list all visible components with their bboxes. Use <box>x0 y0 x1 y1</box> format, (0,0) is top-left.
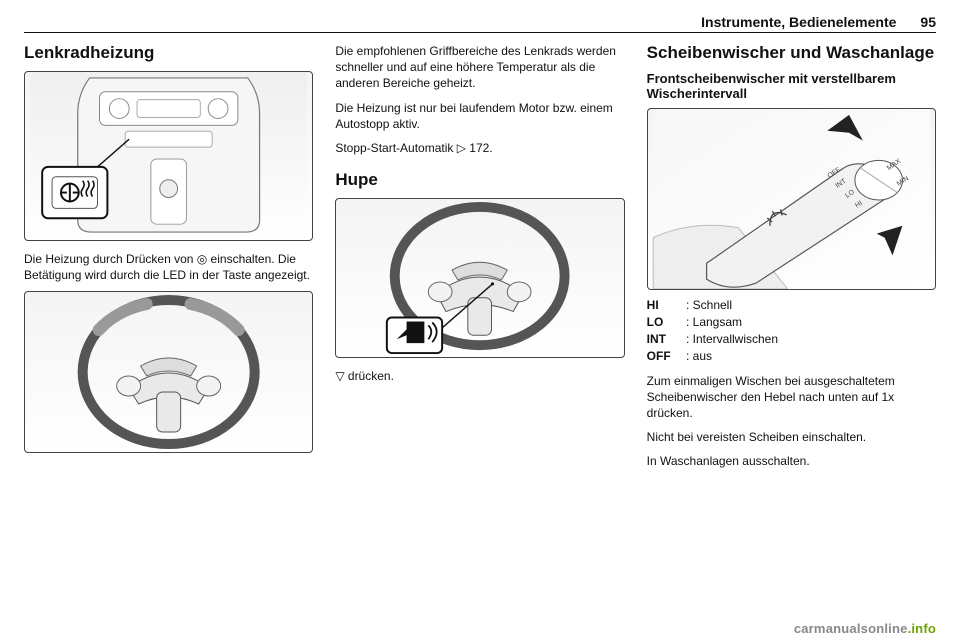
definitions-list: HI:Schnell LO:Langsam INT:Intervallwisch… <box>647 298 936 363</box>
horn-svg <box>336 199 623 357</box>
text-vereiste-scheiben: Nicht bei vereisten Scheiben einschalten… <box>647 429 936 445</box>
figure-wiper-stalk: OFF INT LO HI MAX MIN <box>647 108 936 290</box>
def-val-int: Intervallwischen <box>693 332 936 346</box>
text-heizung-einschalten: Die Heizung durch Drücken von ◎ einschal… <box>24 251 313 283</box>
column-2: Die empfohlenen Griffbereiche des Lenkra… <box>335 43 624 591</box>
figure-horn <box>335 198 624 358</box>
def-colon: : <box>683 349 693 363</box>
def-key-hi: HI <box>647 298 683 312</box>
def-key-off: OFF <box>647 349 683 363</box>
chapter-title: Instrumente, Bedienelemente <box>701 14 896 30</box>
heading-hupe: Hupe <box>335 170 624 190</box>
steering-grip-svg <box>25 292 312 452</box>
watermark: carmanualsonline.info <box>794 621 936 636</box>
def-key-lo: LO <box>647 315 683 329</box>
wiper-svg: OFF INT LO HI MAX MIN <box>648 109 935 289</box>
page-number: 95 <box>920 14 936 30</box>
three-column-layout: Lenkradheizung <box>24 43 936 591</box>
text-griffbereiche: Die empfohlenen Griffbereiche des Lenkra… <box>335 43 624 92</box>
header-rule: Instrumente, Bedienelemente 95 <box>24 14 936 33</box>
figure-steering-wheel-grip <box>24 291 313 453</box>
watermark-right: .info <box>908 621 936 636</box>
column-1: Lenkradheizung <box>24 43 313 591</box>
heading-lenkradheizung: Lenkradheizung <box>24 43 313 63</box>
figure-dashboard-button <box>24 71 313 241</box>
def-key-int: INT <box>647 332 683 346</box>
subheading-frontwischer: Frontscheibenwischer mit verstellbarem W… <box>647 71 936 102</box>
watermark-left: carmanualsonline <box>794 621 908 636</box>
text-heizung-aktiv: Die Heizung ist nur bei laufendem Motor … <box>335 100 624 132</box>
def-val-hi: Schnell <box>693 298 936 312</box>
text-stopp-start: Stopp-Start-Automatik ▷ 172. <box>335 140 624 156</box>
def-colon: : <box>683 315 693 329</box>
dashboard-svg <box>25 72 312 240</box>
column-3: Scheibenwischer und Waschanlage Frontsch… <box>647 43 936 591</box>
def-val-off: aus <box>693 349 936 363</box>
def-val-lo: Langsam <box>693 315 936 329</box>
def-colon: : <box>683 332 693 346</box>
text-hupe-druecken: ▽ drücken. <box>335 368 624 384</box>
text-einmaliges-wischen: Zum einmaligen Wischen bei ausgeschaltet… <box>647 373 936 422</box>
text-waschanlagen: In Waschanlagen ausschalten. <box>647 453 936 469</box>
heading-wischer: Scheibenwischer und Waschanlage <box>647 43 936 63</box>
def-colon: : <box>683 298 693 312</box>
